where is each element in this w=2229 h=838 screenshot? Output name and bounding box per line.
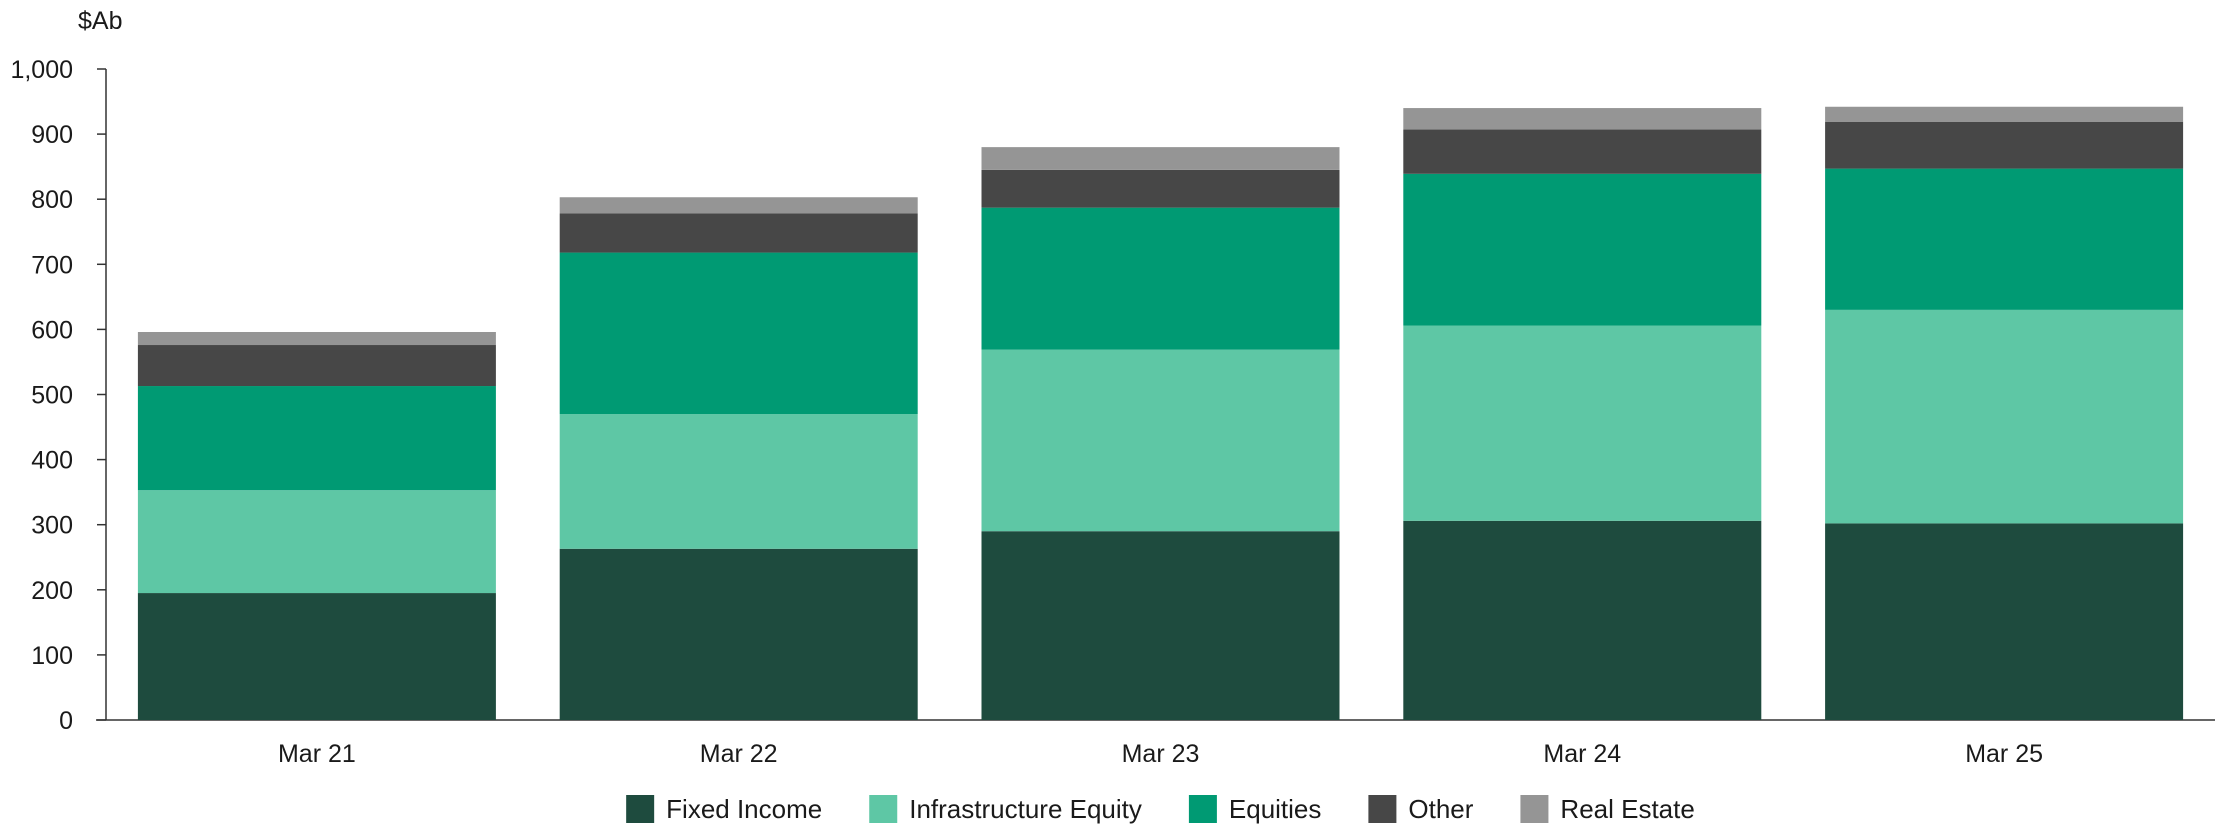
bar-segment-other (559, 213, 918, 253)
legend-label: Fixed Income (666, 794, 822, 824)
y-tick-label: 700 (31, 251, 73, 279)
bar-segment-fixed-income (559, 548, 918, 720)
legend-swatch (1188, 795, 1217, 823)
y-tick-label: 0 (59, 707, 73, 735)
bar-segment-other (1825, 121, 2184, 169)
bar-stack-mar-21 (137, 332, 496, 720)
legend-item-other: Other (1368, 794, 1474, 824)
legend-swatch (1520, 795, 1549, 823)
legend-item-fixed-income: Fixed Income (626, 794, 822, 824)
bar-stack-mar-22 (559, 197, 918, 720)
legend-item-infrastructure-equity: Infrastructure Equity (869, 794, 1142, 824)
legend: Fixed Income Infrastructure Equity Equitie… (626, 794, 1695, 824)
legend-label: Other (1408, 794, 1473, 824)
bar-segment-fixed-income (137, 593, 496, 720)
y-tick-label: 400 (31, 447, 73, 475)
x-tick-label: Mar 21 (278, 740, 356, 768)
bar-segment-infrastructure-equity (1825, 309, 2184, 524)
bar-segment-equities (559, 252, 918, 415)
bar-segment-infrastructure-equity (1403, 325, 1762, 521)
bar-segment-other (981, 169, 1340, 208)
x-axis-labels: Mar 21 Mar 22 Mar 23 Mar 24 Mar 25 (278, 740, 2043, 768)
bar-stack-mar-25 (1825, 106, 2184, 720)
bar-segment-equities (1403, 173, 1762, 326)
y-axis-ticks: 0 100 200 300 400 500 600 700 800 900 1,000 (10, 56, 106, 735)
y-tick-label: 800 (31, 186, 73, 214)
bar-segment-real-estate (137, 332, 496, 346)
bar-segment-equities (981, 207, 1340, 350)
bar-segment-real-estate (1403, 108, 1762, 130)
y-tick-label: 300 (31, 512, 73, 540)
bar-segment-fixed-income (1825, 523, 2184, 720)
bar-segment-fixed-income (1403, 520, 1762, 720)
x-tick-label: Mar 24 (1543, 740, 1621, 768)
legend-swatch (1368, 795, 1397, 823)
y-tick-label: 1,000 (10, 56, 73, 84)
legend-label: Real Estate (1560, 794, 1694, 824)
bar-segment-other (137, 345, 496, 387)
bar-segment-real-estate (981, 147, 1340, 170)
y-axis-unit-label: $Ab (78, 7, 122, 35)
y-tick-label: 600 (31, 316, 73, 344)
bar-stack-mar-24 (1403, 108, 1762, 720)
y-tick-label: 500 (31, 382, 73, 410)
x-tick-label: Mar 22 (700, 740, 778, 768)
bar-stack-mar-23 (981, 147, 1340, 720)
bar-segment-equities (137, 386, 496, 491)
legend-item-real-estate: Real Estate (1520, 794, 1695, 824)
bar-segment-infrastructure-equity (137, 490, 496, 594)
legend-item-equities: Equities (1188, 794, 1322, 824)
bar-segment-equities (1825, 168, 2184, 310)
legend-swatch (869, 795, 898, 823)
legend-label: Infrastructure Equity (909, 794, 1142, 824)
bar-segment-infrastructure-equity (981, 349, 1340, 532)
bar-segment-real-estate (1825, 106, 2184, 122)
bar-segment-real-estate (559, 197, 918, 214)
x-tick-label: Mar 23 (1122, 740, 1200, 768)
bar-segment-fixed-income (981, 531, 1340, 720)
y-tick-label: 100 (31, 642, 73, 670)
legend-label: Equities (1229, 794, 1322, 824)
legend-swatch (626, 795, 655, 823)
bar-segment-other (1403, 129, 1762, 174)
x-tick-label: Mar 25 (1965, 740, 2043, 768)
bar-stacks (137, 106, 2184, 720)
y-tick-label: 200 (31, 577, 73, 605)
bar-segment-infrastructure-equity (559, 414, 918, 549)
y-tick-label: 900 (31, 121, 73, 149)
